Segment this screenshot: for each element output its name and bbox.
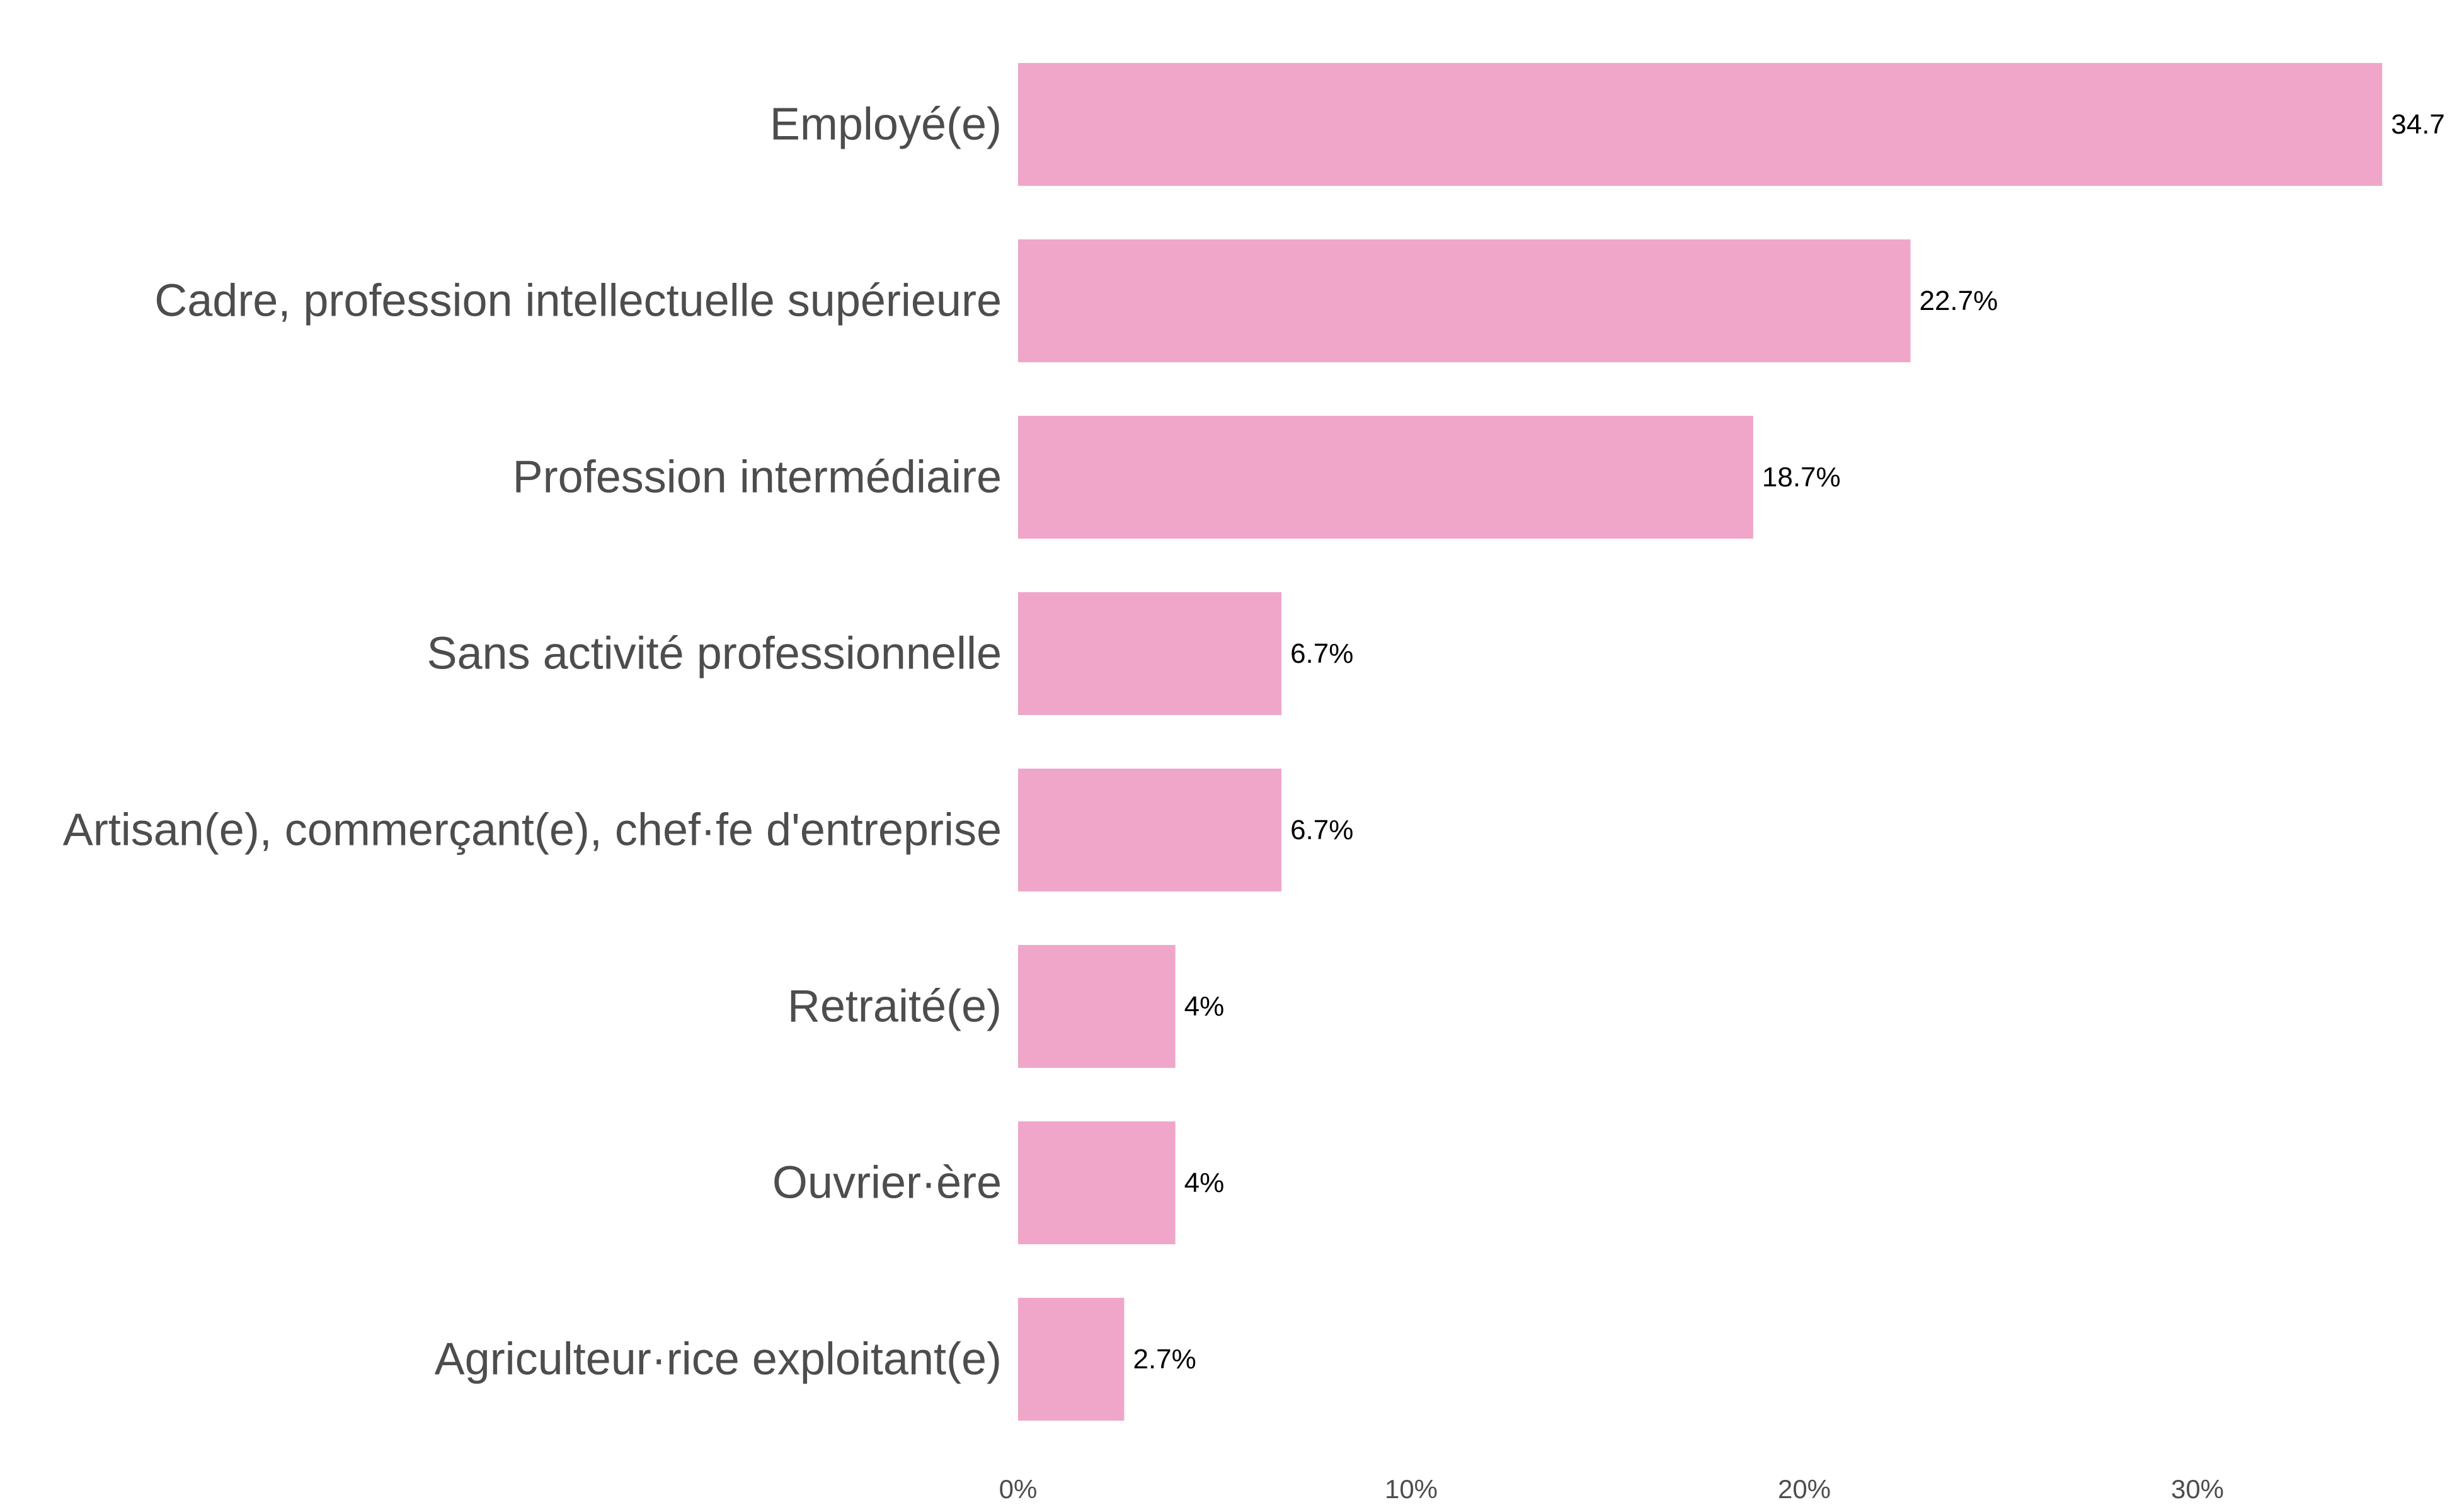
value-labels-layer: 34.7 22.7% 18.7% 6.7% 6.7% 4% 4% 2.7% (1133, 109, 2444, 1375)
value-label: 6.7% (1290, 638, 1353, 669)
category-labels-layer: Employé(e) Cadre, profession intellectuel… (63, 100, 1002, 1385)
category-label: Employé(e) (770, 100, 1002, 150)
x-tick-label: 0% (999, 1474, 1038, 1504)
x-axis-ticks: 0% 10% 20% 30% (999, 1474, 2224, 1504)
x-tick-label: 20% (1778, 1474, 1831, 1504)
bar (1018, 63, 2383, 186)
bar (1018, 1121, 1176, 1244)
bar (1018, 945, 1176, 1068)
value-label: 22.7% (1919, 285, 1998, 316)
value-label: 2.7% (1133, 1344, 1196, 1375)
value-label: 18.7% (1762, 462, 1841, 493)
category-label: Cadre, profession intellectuelle supérie… (154, 276, 1002, 326)
x-tick-label: 10% (1385, 1474, 1438, 1504)
bars-layer (1018, 63, 2383, 1421)
category-label: Artisan(e), commerçant(e), chef·fe d'ent… (63, 805, 1002, 856)
value-label: 4% (1184, 1167, 1225, 1198)
value-label: 34.7 (2391, 109, 2445, 140)
bar (1018, 769, 1282, 891)
category-label: Sans activité professionnelle (427, 629, 1002, 679)
category-label: Ouvrier·ère (772, 1158, 1002, 1208)
bar (1018, 592, 1282, 715)
value-label: 6.7% (1290, 815, 1353, 845)
category-label: Profession intermédiaire (513, 452, 1002, 503)
bar (1018, 416, 1753, 539)
bar (1018, 1298, 1125, 1421)
category-label: Agriculteur·rice exploitant(e) (435, 1334, 1002, 1385)
bar (1018, 239, 1911, 362)
value-label: 4% (1184, 991, 1225, 1022)
x-tick-label: 30% (2171, 1474, 2224, 1504)
category-label: Retraité(e) (788, 982, 1002, 1032)
